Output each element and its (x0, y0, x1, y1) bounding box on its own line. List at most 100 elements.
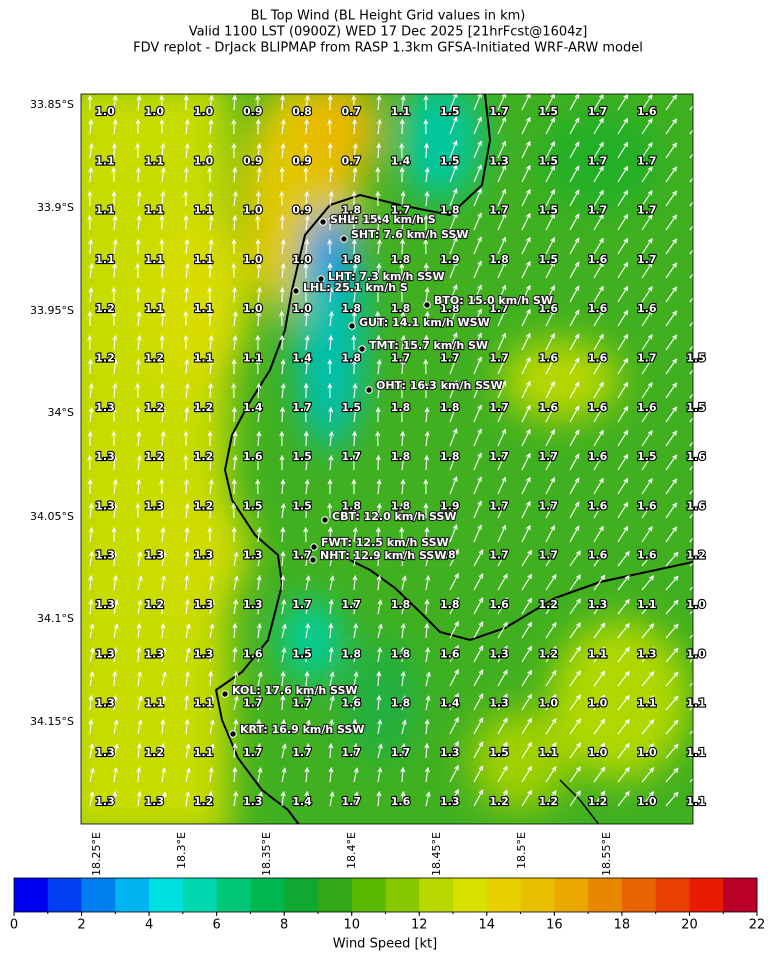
grid-value: 1.8 (391, 499, 411, 512)
grid-value: 1.6 (686, 450, 706, 463)
grid-value: 1.0 (243, 253, 263, 266)
grid-value: 1.3 (95, 647, 115, 660)
station-dot (229, 730, 237, 738)
lon-tick-label: 18.5°E (515, 832, 528, 869)
colorbar-swatch (115, 878, 150, 912)
grid-value: 1.3 (145, 795, 165, 808)
station-label: OHT: 16.3 km/h SSW (376, 379, 503, 392)
grid-value: 1.6 (539, 401, 559, 414)
colorbar-swatch (14, 878, 49, 912)
grid-value: 1.6 (539, 302, 559, 315)
colorbar-tick-label: 4 (145, 918, 153, 933)
grid-value: 1.8 (391, 302, 411, 315)
grid-value: 1.7 (489, 499, 509, 512)
grid-value: 1.8 (342, 302, 362, 315)
colorbar-tick-label: 14 (479, 918, 496, 933)
colorbar-swatch (284, 878, 319, 912)
grid-value: 1.8 (342, 499, 362, 512)
grid-value: 1.3 (95, 746, 115, 759)
colorbar-swatch (216, 878, 251, 912)
grid-value: 1.7 (489, 450, 509, 463)
grid-value: 1.3 (194, 549, 214, 562)
grid-value: 1.5 (637, 450, 657, 463)
grid-value: 1.8 (440, 401, 460, 414)
grid-value: 1.2 (539, 795, 559, 808)
grid-value: 1.7 (489, 302, 509, 315)
grid-value: 1.7 (292, 401, 312, 414)
grid-value: 1.7 (391, 746, 411, 759)
station-label: SHL: 15.4 km/h S (330, 213, 436, 226)
grid-value: 1.0 (292, 302, 312, 315)
grid-value: 1.7 (292, 598, 312, 611)
colorbar-tick-label: 22 (749, 918, 766, 933)
grid-value: 1.3 (145, 647, 165, 660)
grid-value: 1.6 (440, 647, 460, 660)
lat-tick-label: 34.15°S (30, 715, 74, 728)
grid-value: 1.2 (539, 647, 559, 660)
lon-tick-label: 18.55°E (600, 832, 613, 876)
grid-value: 1.8 (391, 697, 411, 710)
grid-value: 1.2 (145, 401, 165, 414)
grid-value: 1.1 (194, 697, 214, 710)
lat-tick-label: 33.9°S (37, 201, 74, 214)
colorbar-swatch (351, 878, 386, 912)
station-label: KRT: 16.9 km/h SSW (240, 723, 365, 736)
grid-value: 1.6 (588, 499, 608, 512)
grid-value: 1.4 (292, 795, 312, 808)
grid-value: 1.7 (588, 204, 608, 217)
grid-value: 1.3 (95, 499, 115, 512)
grid-value: 1.6 (243, 450, 263, 463)
grid-value: 1.4 (391, 154, 411, 167)
station-label: LHT: 7.3 km/h SSW (328, 270, 445, 283)
grid-value: 1.7 (539, 499, 559, 512)
grid-value: 1.7 (342, 598, 362, 611)
grid-value: 1.5 (440, 105, 460, 118)
grid-value: 1.6 (588, 352, 608, 365)
grid-value: 1.6 (391, 795, 411, 808)
grid-value: 1.3 (194, 598, 214, 611)
lon-tick-label: 18.4°E (345, 832, 358, 869)
grid-value: 1.0 (588, 697, 608, 710)
colorbar-swatch (723, 878, 758, 912)
title-line: Valid 1100 LST (0900Z) WED 17 Dec 2025 [… (189, 25, 588, 40)
grid-value: 1.3 (194, 647, 214, 660)
colorbar-swatch (250, 878, 285, 912)
grid-value: 1.4 (440, 697, 460, 710)
grid-value: 0.9 (292, 204, 312, 217)
grid-value: 1.7 (342, 450, 362, 463)
grid-value: 1.0 (637, 746, 657, 759)
colorbar-tick-label: 16 (546, 918, 563, 933)
grid-value: 1.2 (145, 450, 165, 463)
station-dot (319, 218, 327, 226)
grid-value: 1.3 (95, 549, 115, 562)
grid-value: 1.5 (539, 204, 559, 217)
grid-value: 1.5 (539, 105, 559, 118)
grid-value: 1.8 (342, 647, 362, 660)
grid-value: 1.0 (243, 302, 263, 315)
station-dot (292, 287, 300, 295)
grid-value: 1.1 (686, 795, 706, 808)
grid-value: 1.2 (489, 795, 509, 808)
grid-value: 1.5 (342, 401, 362, 414)
grid-value: 1.1 (686, 746, 706, 759)
grid-value: 1.7 (292, 549, 312, 562)
station-label: KOL: 17.6 km/h SSW (232, 684, 358, 697)
station-dot (221, 690, 229, 698)
grid-value: 1.6 (588, 549, 608, 562)
grid-value: 1.3 (489, 154, 509, 167)
grid-value: 1.7 (440, 352, 460, 365)
grid-value: 1.6 (588, 450, 608, 463)
colorbar-swatch (689, 878, 724, 912)
colorbar-swatch (655, 878, 690, 912)
station-dot (358, 345, 366, 353)
grid-value: 1.6 (637, 401, 657, 414)
grid-value: 1.2 (145, 598, 165, 611)
title-line: BL Top Wind (BL Height Grid values in km… (251, 9, 526, 24)
grid-value: 0.7 (342, 154, 362, 167)
grid-value: 1.7 (243, 697, 263, 710)
colorbar-swatch (317, 878, 353, 912)
grid-value: 1.2 (194, 401, 214, 414)
grid-value: 1.1 (243, 352, 263, 365)
grid-value: 1.6 (588, 253, 608, 266)
